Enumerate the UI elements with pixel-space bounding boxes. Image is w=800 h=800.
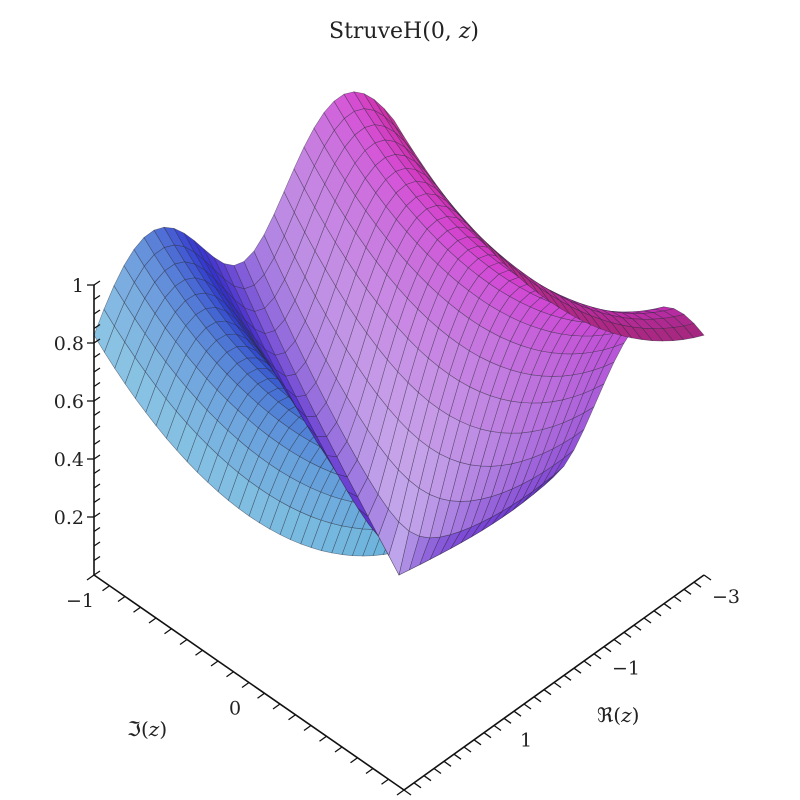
surface-patch (383, 108, 405, 138)
z-tick-label: 0.6 (54, 391, 84, 413)
z-axis-minor-tick (93, 454, 101, 460)
z-tick-label: 0.8 (54, 333, 84, 355)
y-axis-minor-tick (334, 746, 343, 753)
z-tick-label: 0.4 (54, 449, 84, 471)
x-axis-minor-tick (583, 660, 592, 667)
z-axis-minor-tick (93, 555, 101, 562)
x-axis-minor-tick (413, 782, 422, 789)
y-axis-minor-tick (133, 606, 141, 613)
y-axis-minor-tick (396, 789, 405, 796)
z-axis-minor-tick (93, 468, 101, 475)
y-axis-minor-tick (241, 681, 250, 689)
x-axis-minor-tick (503, 717, 512, 724)
z-axis-minor-tick (93, 570, 101, 576)
x-axis-minor-tick (683, 588, 692, 595)
y-axis-minor-tick (350, 757, 358, 764)
x-tick-label: −1 (612, 658, 640, 680)
y-axis-minor-tick (257, 692, 265, 699)
x-axis-minor-tick (653, 610, 662, 617)
x-axis-label: ℜ(z) (597, 703, 639, 727)
chart-title: StruveH(0, z) (329, 19, 479, 44)
x-axis-minor-tick (663, 603, 672, 610)
z-axis-minor-tick (93, 410, 101, 417)
y-axis-minor-tick (164, 628, 172, 635)
x-axis-minor-tick (483, 732, 492, 739)
x-axis-minor-tick (613, 638, 622, 646)
x-axis-minor-tick (523, 703, 532, 710)
z-axis-minor-tick (93, 526, 101, 533)
z-axis-minor-tick (93, 338, 101, 344)
y-axis-minor-tick (195, 649, 203, 656)
x-axis-minor-tick (453, 753, 462, 760)
x-axis-minor-tick (563, 674, 572, 681)
y-axis-minor-tick (179, 638, 188, 646)
x-axis-minor-tick (533, 696, 542, 703)
x-axis-minor-tick (643, 617, 652, 624)
z-axis-minor-tick (93, 367, 101, 373)
x-axis-minor-tick (513, 710, 522, 717)
z-axis-minor-tick (93, 294, 101, 301)
z-axis-minor-tick (93, 439, 101, 446)
z-axis-minor-tick (93, 309, 101, 315)
z-axis-minor-tick (93, 497, 101, 504)
z-tick-label: 0.2 (54, 507, 84, 529)
x-axis-minor-tick (593, 653, 602, 660)
z-tick-label: 1 (72, 275, 84, 297)
y-tick-label: 0 (229, 698, 241, 720)
y-axis-minor-tick (303, 724, 312, 732)
surface-mesh (93, 91, 705, 576)
x-tick-label: 1 (520, 729, 532, 751)
z-axis-minor-tick (93, 381, 101, 388)
x-axis-minor-tick (633, 624, 642, 631)
y-axis-label: ℑ(z) (127, 717, 167, 741)
y-axis-minor-tick (381, 778, 389, 785)
z-axis-minor-tick (93, 280, 101, 286)
x-axis-minor-tick (463, 746, 472, 753)
y-axis-minor-tick (226, 671, 234, 678)
x-axis-minor-tick (703, 574, 712, 581)
y-axis-minor-tick (319, 735, 327, 742)
x-axis-minor-tick (493, 724, 502, 732)
z-axis-minor-tick (93, 483, 101, 489)
z-axis-minor-tick (93, 352, 101, 359)
x-axis-minor-tick (693, 581, 702, 588)
y-tick-label: −1 (66, 590, 94, 612)
y-axis-minor-tick (117, 595, 126, 603)
x-axis-minor-tick (573, 667, 582, 674)
z-axis-minor-tick (93, 512, 101, 518)
x-axis-minor-tick (433, 767, 442, 775)
x-axis-minor-tick (603, 646, 612, 653)
x-axis-minor-tick (543, 689, 552, 696)
x-axis-minor-tick (623, 631, 632, 638)
x-tick-label: −3 (712, 586, 740, 608)
z-axis-minor-tick (93, 323, 101, 330)
axes: −1 0 −3 −1 1 0.2 0.4 0.6 0.8 1 (54, 275, 740, 796)
y-axis-minor-tick (288, 714, 296, 721)
x-axis-minor-tick (443, 760, 452, 767)
y-axis-minor-tick (148, 617, 157, 624)
x-axis-minor-tick (403, 789, 412, 796)
y-axis-minor-tick (272, 703, 281, 710)
z-axis-minor-tick (93, 425, 101, 431)
x-axis-minor-tick (553, 681, 562, 689)
y-axis-minor-tick (210, 660, 219, 667)
x-axis-minor-tick (673, 595, 682, 603)
y-axis-minor-tick (102, 585, 110, 592)
x-axis-minor-tick (473, 739, 482, 746)
z-axis-minor-tick (93, 541, 101, 547)
z-axis-minor-tick (93, 396, 101, 402)
y-axis-minor-tick (365, 767, 374, 775)
x-axis-minor-tick (423, 775, 432, 782)
y-axis-minor-tick (86, 574, 95, 581)
